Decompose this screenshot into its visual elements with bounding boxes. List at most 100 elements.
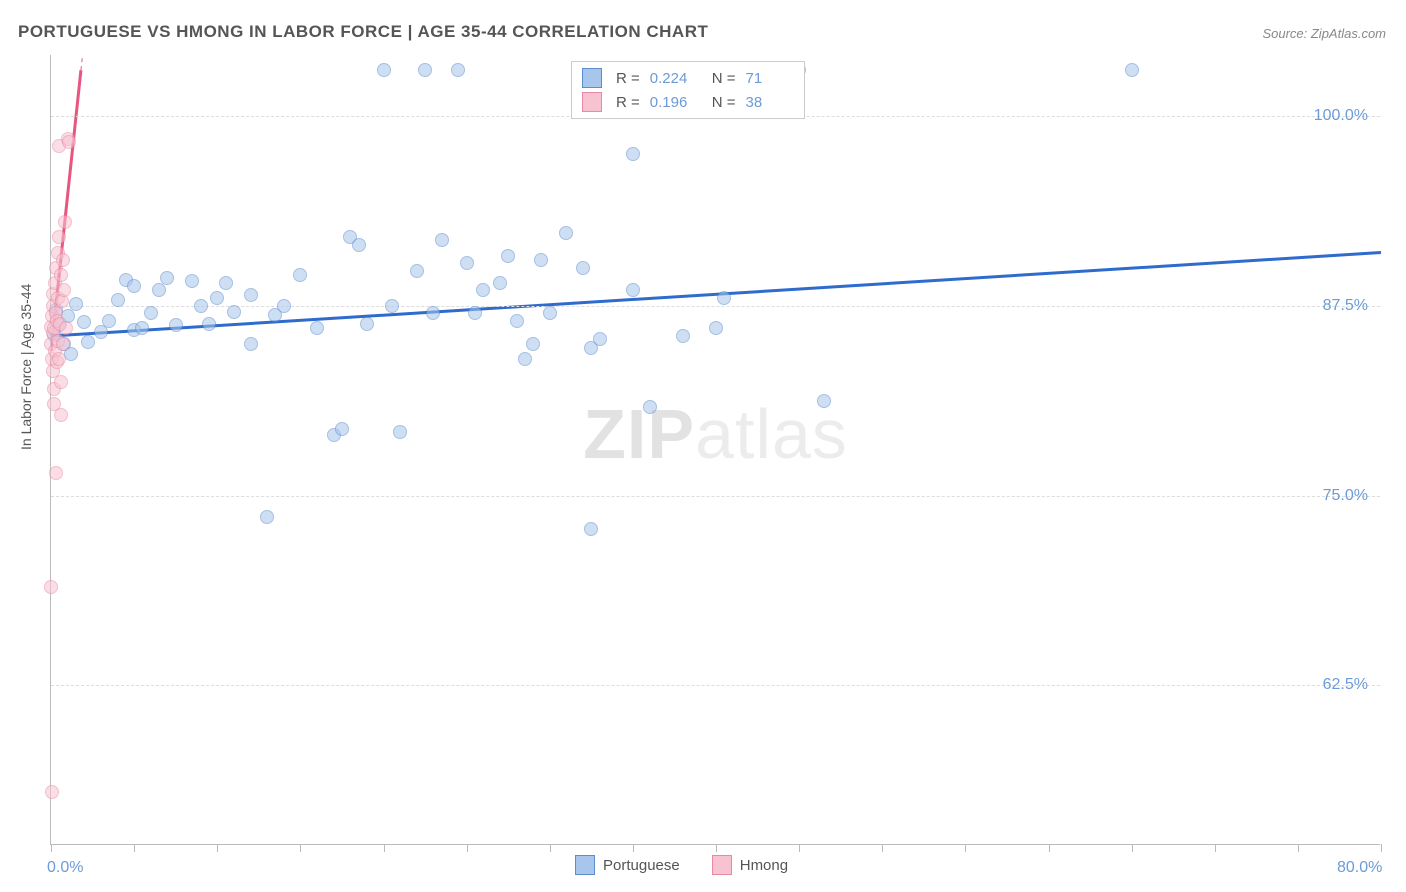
data-point	[626, 283, 640, 297]
data-point	[244, 288, 258, 302]
data-point	[57, 283, 71, 297]
data-point	[54, 408, 68, 422]
data-point	[152, 283, 166, 297]
data-point	[643, 400, 657, 414]
data-point	[709, 321, 723, 335]
data-point	[277, 299, 291, 313]
n-value: 38	[746, 94, 794, 111]
data-point	[534, 253, 548, 267]
x-tick	[300, 844, 301, 852]
y-tick-label: 100.0%	[1314, 107, 1368, 125]
data-point	[54, 375, 68, 389]
watermark-zip: ZIP	[583, 395, 695, 473]
data-point	[451, 63, 465, 77]
data-point	[543, 306, 557, 320]
x-tick	[882, 844, 883, 852]
x-tick	[716, 844, 717, 852]
x-tick	[799, 844, 800, 852]
scatter-chart: ZIPatlas 62.5%75.0%87.5%100.0%0.0%80.0%R…	[50, 55, 1380, 845]
x-tick	[467, 844, 468, 852]
data-point	[56, 337, 70, 351]
legend-label: Hmong	[740, 857, 788, 874]
r-value: 0.224	[650, 70, 698, 87]
y-tick-label: 87.5%	[1323, 297, 1368, 315]
data-point	[310, 321, 324, 335]
data-point	[593, 332, 607, 346]
source-attribution: Source: ZipAtlas.com	[1262, 26, 1386, 41]
r-value: 0.196	[650, 94, 698, 111]
x-tick	[1132, 844, 1133, 852]
data-point	[293, 268, 307, 282]
x-tick-label: 0.0%	[47, 859, 83, 877]
data-point	[460, 256, 474, 270]
x-tick	[633, 844, 634, 852]
x-tick	[550, 844, 551, 852]
data-point	[169, 318, 183, 332]
data-point	[393, 425, 407, 439]
legend-bottom: Portuguese Hmong	[575, 855, 788, 875]
x-tick	[1049, 844, 1050, 852]
data-point	[526, 337, 540, 351]
data-point	[335, 422, 349, 436]
data-point	[77, 315, 91, 329]
data-point	[418, 63, 432, 77]
data-point	[559, 226, 573, 240]
legend-swatch	[712, 855, 732, 875]
trend-lines-layer	[51, 55, 1381, 845]
data-point	[260, 510, 274, 524]
x-tick	[1298, 844, 1299, 852]
legend-item: Hmong	[712, 855, 788, 875]
y-tick-label: 75.0%	[1323, 487, 1368, 505]
x-tick	[1215, 844, 1216, 852]
data-point	[45, 785, 59, 799]
x-tick	[134, 844, 135, 852]
data-point	[219, 276, 233, 290]
data-point	[135, 321, 149, 335]
data-point	[54, 268, 68, 282]
data-point	[44, 580, 58, 594]
data-point	[410, 264, 424, 278]
data-point	[468, 306, 482, 320]
r-label: R =	[616, 70, 640, 87]
data-point	[81, 335, 95, 349]
gridline	[51, 685, 1380, 686]
x-tick	[1381, 844, 1382, 852]
data-point	[59, 321, 73, 335]
data-point	[144, 306, 158, 320]
data-point	[127, 279, 141, 293]
data-point	[111, 293, 125, 307]
data-point	[676, 329, 690, 343]
data-point	[501, 249, 515, 263]
data-point	[518, 352, 532, 366]
n-label: N =	[712, 94, 736, 111]
data-point	[202, 317, 216, 331]
data-point	[194, 299, 208, 313]
data-point	[58, 215, 72, 229]
data-point	[377, 63, 391, 77]
n-label: N =	[712, 70, 736, 87]
data-point	[510, 314, 524, 328]
legend-item: Portuguese	[575, 855, 680, 875]
data-point	[493, 276, 507, 290]
legend-swatch	[582, 92, 602, 112]
data-point	[210, 291, 224, 305]
data-point	[435, 233, 449, 247]
data-point	[102, 314, 116, 328]
data-point	[576, 261, 590, 275]
data-point	[160, 271, 174, 285]
data-point	[227, 305, 241, 319]
data-point	[69, 297, 83, 311]
data-point	[476, 283, 490, 297]
x-tick-label: 80.0%	[1337, 859, 1382, 877]
data-point	[62, 135, 76, 149]
legend-row: R =0.224N =71	[578, 66, 798, 90]
data-point	[52, 230, 66, 244]
data-point	[584, 522, 598, 536]
y-tick-label: 62.5%	[1323, 676, 1368, 694]
data-point	[352, 238, 366, 252]
gridline	[51, 306, 1380, 307]
data-point	[385, 299, 399, 313]
r-label: R =	[616, 94, 640, 111]
x-tick	[384, 844, 385, 852]
watermark: ZIPatlas	[583, 394, 848, 474]
